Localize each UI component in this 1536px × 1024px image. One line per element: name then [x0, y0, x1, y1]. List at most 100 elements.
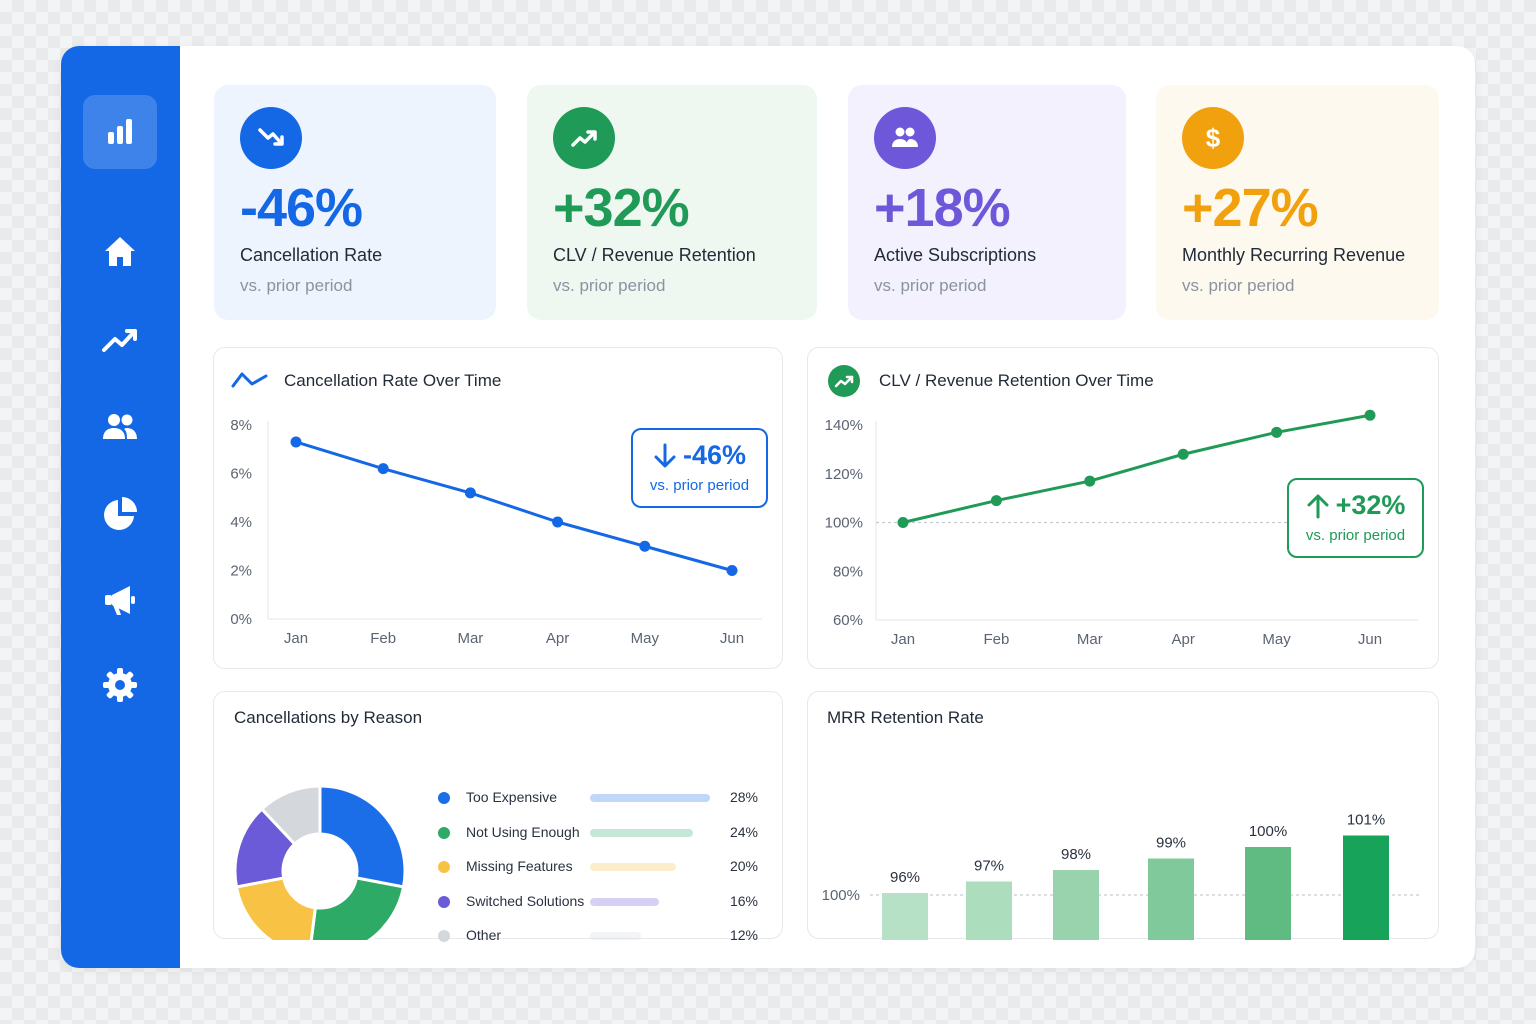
kpi-subtext: vs. prior period	[874, 276, 987, 295]
data-point	[290, 436, 302, 448]
legend-bar	[590, 863, 676, 871]
x-tick-label: Jun	[720, 630, 744, 647]
kpi-label: CLV / Revenue Retention	[553, 245, 756, 265]
sidebar-item-settings[interactable]	[83, 648, 157, 722]
kpi-value: +27%	[1182, 178, 1319, 238]
kpi-subtext: vs. prior period	[553, 276, 666, 295]
trend-up-icon	[553, 107, 615, 169]
sidebar-item-reports[interactable]	[83, 477, 157, 551]
bar-value-label: 98%	[1061, 846, 1091, 863]
x-tick-label: Mar	[457, 630, 483, 647]
megaphone-icon	[105, 586, 135, 615]
retention-line-chart: 60% 80% 100% 120% 140% Jan Feb Mar Apr May Jun	[825, 409, 1418, 648]
bar-value-label: 99%	[1156, 835, 1186, 852]
sidebar-item-analytics[interactable]	[83, 95, 157, 169]
y-tick-label: 120%	[825, 466, 863, 483]
x-tick-label: Apr	[1172, 631, 1195, 648]
data-point	[639, 540, 651, 552]
pie-slice	[318, 784, 407, 889]
y-tick-label: 80%	[833, 563, 863, 580]
mrr-chart-card: MRR Retention Rate 100%96%Jan97%Feb98%Ma…	[807, 691, 1439, 940]
chart-title: CLV / Revenue Retention Over Time	[879, 371, 1154, 390]
retention-change-badge: +32% vs. prior period	[1287, 478, 1424, 558]
kpi-clv-retention: +32% CLV / Revenue Retention vs. prior p…	[527, 85, 817, 320]
legend-label: Switched Solutions	[466, 892, 585, 909]
bar-chart-icon	[108, 119, 132, 144]
legend-bar	[590, 828, 693, 837]
kpi-value: +32%	[553, 178, 690, 238]
cancellation-line-chart: 0% 2% 4% 6% 8% Jan Feb Mar Apr May Jun	[230, 417, 762, 647]
x-tick-label: Jun	[1358, 631, 1382, 648]
x-tick-label: Feb	[370, 630, 396, 647]
y-tick-label: 2%	[230, 563, 252, 580]
kpi-active-subscriptions: +18% Active Subscriptions vs. prior peri…	[848, 85, 1126, 320]
badge-value: -46%	[682, 440, 747, 470]
sidebar-item-trends[interactable]	[83, 303, 157, 377]
chart-title: Cancellations by Reason	[234, 708, 423, 727]
kpi-value: -46%	[240, 178, 363, 238]
legend-percent: 12%	[729, 927, 758, 943]
kpi-cancellation-rate: -46% Cancellation Rate vs. prior period	[214, 85, 496, 320]
chart-title: MRR Retention Rate	[827, 708, 984, 727]
legend-percent: 28%	[729, 789, 758, 805]
data-point	[1364, 409, 1376, 421]
bar	[1148, 858, 1194, 940]
reasons-chart-card: Cancellations by Reason Too Expensive 28%…	[213, 691, 783, 943]
legend-item: Not Using Enough 24%	[438, 823, 758, 843]
sidebar-item-home[interactable]	[83, 215, 157, 289]
x-tick-label: Mar	[1077, 631, 1103, 648]
trend-up-icon	[828, 365, 860, 397]
y-tick-label: 6%	[230, 466, 252, 483]
x-tick-label: May	[631, 630, 660, 647]
gear-icon	[103, 668, 137, 702]
bar	[1245, 847, 1291, 940]
y-tick-label: 8%	[230, 417, 252, 434]
retention-chart-card: CLV / Revenue Retention Over Time 60% 80%…	[807, 347, 1439, 669]
legend-percent: 16%	[729, 892, 758, 909]
kpi-value: +18%	[874, 178, 1011, 238]
legend-swatch	[438, 792, 450, 804]
users-icon	[874, 107, 936, 169]
reasons-donut-chart	[233, 784, 407, 940]
badge-subtext: vs. prior period	[649, 477, 750, 494]
data-point	[990, 495, 1002, 507]
x-tick-label: Feb	[983, 631, 1009, 648]
legend-label: Not Using Enough	[466, 823, 580, 840]
sidebar-item-users[interactable]	[83, 390, 157, 464]
dashboard-window: -46% Cancellation Rate vs. prior period …	[61, 46, 1475, 968]
x-tick-label: Apr	[546, 630, 569, 647]
bar	[1053, 870, 1099, 940]
legend-bar	[590, 794, 710, 802]
legend-label: Missing Features	[466, 858, 573, 874]
y-tick-label: 60%	[833, 612, 863, 629]
data-point	[1271, 426, 1283, 438]
legend-item: Missing Features 20%	[438, 857, 758, 877]
dollar-icon: $	[1182, 107, 1244, 169]
legend-percent: 24%	[729, 823, 758, 840]
data-point	[1084, 475, 1096, 487]
data-point	[377, 463, 389, 475]
pie-slice	[309, 876, 406, 940]
bar-value-label: 96%	[890, 869, 920, 886]
sidebar-item-campaigns[interactable]	[83, 563, 157, 637]
legend-label: Too Expensive	[466, 789, 558, 805]
bar	[1343, 835, 1389, 940]
reference-label: 100%	[822, 887, 860, 904]
legend-percent: 20%	[729, 858, 758, 874]
cancellation-change-badge: -46% vs. prior period	[631, 428, 768, 508]
sidebar	[61, 46, 180, 968]
y-tick-label: 4%	[230, 514, 252, 531]
badge-value: +32%	[1335, 490, 1406, 520]
mrr-bar-chart: 100%96%Jan97%Feb98%Mar99%Apr100%May101%J…	[822, 812, 1420, 940]
data-point	[1177, 448, 1189, 460]
bar-value-label: 97%	[974, 858, 1004, 875]
data-point	[726, 565, 738, 576]
legend-bar	[590, 932, 642, 940]
legend-swatch	[438, 826, 450, 839]
y-tick-label: 0%	[230, 611, 252, 628]
legend-item: Other 12%	[438, 926, 758, 946]
series-line	[901, 413, 1372, 524]
legend-swatch	[438, 895, 450, 908]
x-tick-label: May	[1262, 631, 1291, 648]
legend-swatch	[438, 861, 450, 873]
